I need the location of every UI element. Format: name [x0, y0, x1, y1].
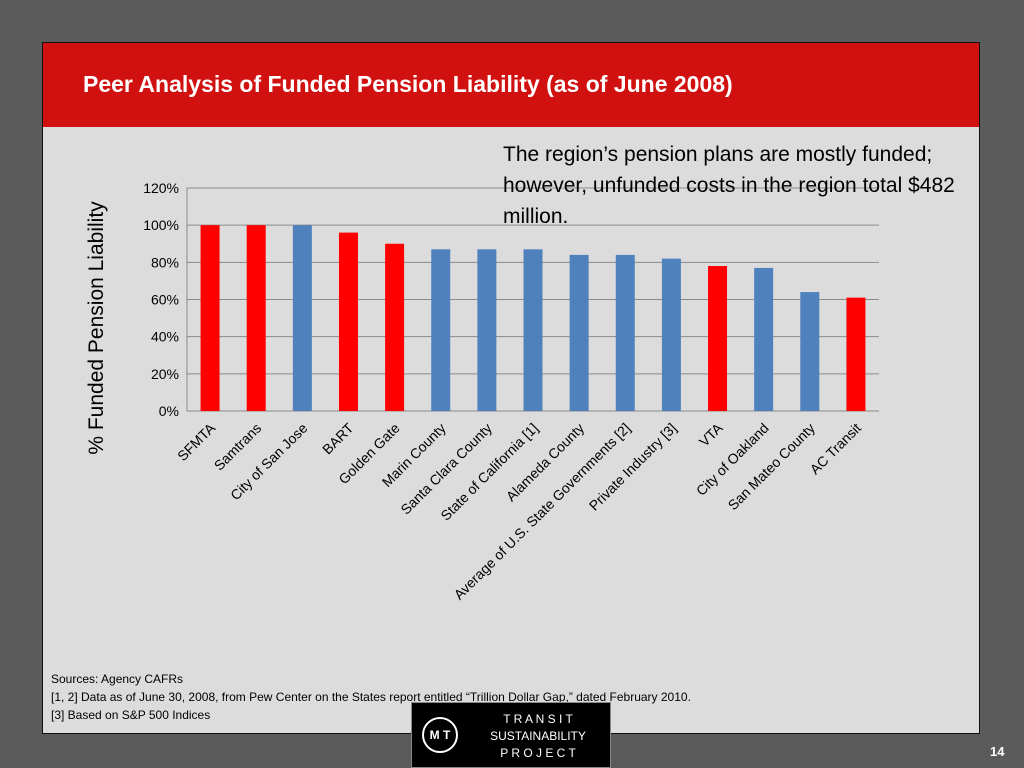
- y-tick-label: 60%: [151, 292, 179, 308]
- y-tick-label: 20%: [151, 366, 179, 382]
- y-tick-label: 80%: [151, 254, 179, 270]
- y-tick-label: 120%: [143, 180, 179, 196]
- logo-line: T R A N S I T: [503, 712, 573, 726]
- logo-mark: M T: [422, 717, 458, 753]
- bar-santa-clara-county: [477, 249, 497, 411]
- y-tick-label: 0%: [159, 403, 179, 419]
- summary-note: The region’s pension plans are mostly fu…: [503, 143, 955, 228]
- logo-text: T R A N S I T SUSTAINABILITY P R O J E C…: [474, 711, 602, 762]
- x-tick-label: Private Industry [3]: [586, 420, 680, 514]
- logo-line: SUSTAINABILITY: [490, 729, 586, 743]
- x-tick-label: VTA: [696, 419, 726, 449]
- transit-sustainability-logo: M T T R A N S I T SUSTAINABILITY P R O J…: [411, 702, 611, 768]
- bar-alameda-county: [569, 254, 589, 411]
- bar-sfmta: [200, 225, 220, 411]
- bar-average-of-u-s-state-governments-2: [615, 254, 635, 411]
- bar-private-industry-3: [661, 258, 681, 411]
- x-tick-label: Alameda County: [503, 420, 588, 505]
- bar-vta: [708, 266, 728, 411]
- bar-bart: [338, 232, 358, 411]
- x-tick-label: San Mateo County: [725, 420, 818, 513]
- bar-ac-transit: [846, 297, 866, 411]
- slide: Peer Analysis of Funded Pension Liabilit…: [42, 42, 980, 768]
- title-bar: Peer Analysis of Funded Pension Liabilit…: [43, 43, 979, 127]
- source-line: Sources: Agency CAFRs: [51, 672, 184, 686]
- bar-marin-county: [431, 249, 451, 411]
- bar-san-mateo-county: [800, 292, 820, 411]
- y-tick-label: 40%: [151, 329, 179, 345]
- bar-city-of-san-jose: [292, 225, 312, 411]
- sources-footnotes: Sources: Agency CAFRs [1, 2] Data as of …: [51, 670, 691, 724]
- bar-samtrans: [246, 225, 266, 411]
- source-line: [3] Based on S&P 500 Indices: [51, 708, 211, 722]
- x-tick-label: BART: [319, 419, 357, 457]
- bar-chart: 0% 20% 40% 60% 80% 100% 120% SFMTASamtransCity…: [85, 180, 879, 603]
- source-line: [1, 2] Data as of June 30, 2008, from Pe…: [51, 690, 691, 704]
- x-tick-label: SFMTA: [174, 419, 219, 464]
- bar-golden-gate: [385, 243, 405, 411]
- page-number: 14: [990, 744, 1005, 759]
- y-tick-label: 100%: [143, 217, 179, 233]
- y-axis-ticks: 0% 20% 40% 60% 80% 100% 120%: [143, 180, 179, 419]
- chart-bars: [200, 225, 866, 411]
- logo-line: P R O J E C T: [500, 746, 576, 760]
- slide-title: Peer Analysis of Funded Pension Liabilit…: [83, 71, 733, 97]
- bar-city-of-oakland: [754, 267, 774, 411]
- y-axis-label: % Funded Pension Liability: [85, 201, 108, 455]
- bar-state-of-california-1: [523, 249, 543, 411]
